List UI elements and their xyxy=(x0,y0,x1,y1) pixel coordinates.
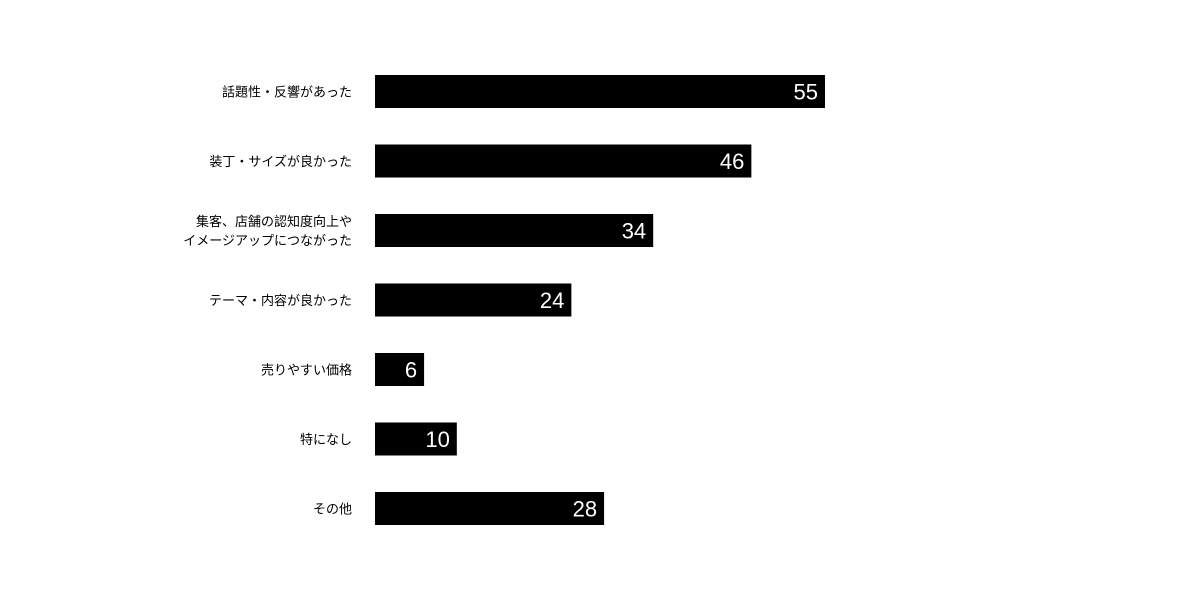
data-label: 28 xyxy=(573,497,597,522)
category-label: イメージアップにつながった xyxy=(183,234,352,249)
data-label: 55 xyxy=(794,80,818,105)
category-label: 集客、店舗の認知度向上や xyxy=(196,214,352,230)
bar xyxy=(375,283,572,317)
data-label: 24 xyxy=(540,288,564,313)
bar xyxy=(375,214,654,247)
category-label: 話題性・反響があった xyxy=(222,85,352,101)
category-label: テーマ・内容が良かった xyxy=(209,293,352,309)
category-label: 装丁・サイズが良かった xyxy=(209,154,352,170)
category-label: 売りやすい価格 xyxy=(261,363,352,379)
bar xyxy=(375,422,457,456)
category-label: その他 xyxy=(313,503,352,518)
bar xyxy=(375,492,605,525)
category-label: 特になし xyxy=(300,433,352,448)
data-label: 6 xyxy=(405,358,417,383)
data-label: 10 xyxy=(425,427,449,452)
bar xyxy=(375,144,752,178)
bar xyxy=(375,75,825,108)
bar xyxy=(375,353,425,386)
data-label: 34 xyxy=(622,219,646,244)
data-label: 46 xyxy=(720,149,744,174)
